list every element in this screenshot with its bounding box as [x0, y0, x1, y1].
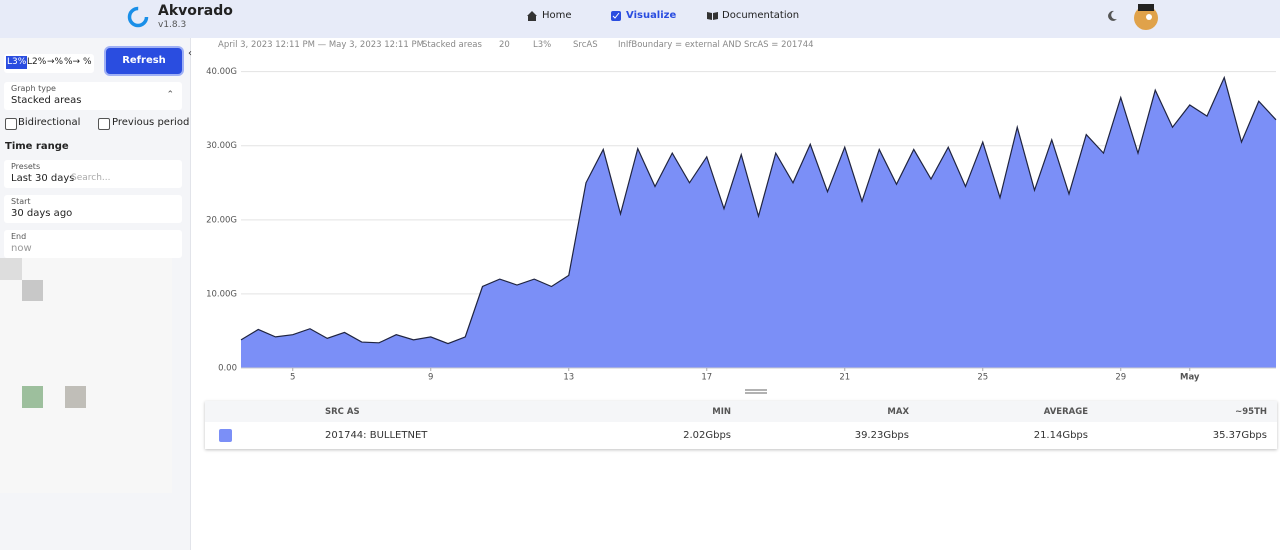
blurred-area [22, 386, 43, 408]
sidebar: L3% L2% →% %→ % Refresh Graph type Stack… [0, 38, 191, 550]
refresh-button[interactable]: Refresh [106, 48, 182, 74]
summary-dimension: SrcAS [573, 40, 598, 50]
nav-link[interactable]: Home [542, 10, 572, 21]
field-value: 30 days ago [11, 208, 73, 219]
presets-select[interactable]: Presets Last 30 days Search... [4, 160, 182, 188]
y-tick-label: 40.00G [206, 67, 237, 77]
y-tick-label: 0.00 [218, 364, 237, 374]
x-tick-label: 21 [839, 373, 850, 383]
search-placeholder: Search... [71, 173, 111, 183]
cell: 35.37Gbps [1212, 430, 1267, 441]
nav-link-active[interactable]: Visualize [626, 10, 677, 21]
chevron: ⌃ [166, 90, 174, 100]
field-label: Graph type [11, 84, 56, 93]
area-line [240, 75, 1277, 345]
summary-range: April 3, 2023 12:11 PM — May 3, 2023 12:… [218, 40, 424, 50]
x-tick-label: 25 [977, 373, 988, 383]
cell: 2.02Gbps [683, 430, 731, 441]
area [241, 77, 1276, 368]
logo [127, 6, 149, 28]
x-tick-label: 29 [1115, 373, 1126, 383]
summary-unit: L3% [533, 40, 552, 50]
section-title: Time range [5, 141, 69, 152]
field-value: Last 30 days [11, 173, 75, 184]
cell: 21.14Gbps [1033, 430, 1088, 441]
top-bar: Akvorado v1.8.3 Home Visualize Documenta… [0, 0, 1280, 38]
unit-button[interactable]: %→ [64, 57, 81, 67]
field-value: Stacked areas [11, 95, 82, 106]
x-tick-label: 5 [290, 373, 295, 383]
x-tick-label: 9 [428, 373, 433, 383]
column-header: MAX [887, 407, 909, 417]
summary-graph-type: Stacked areas [422, 40, 482, 50]
y-tick-label: 10.00G [206, 289, 237, 299]
end-input[interactable]: End now [4, 230, 182, 258]
field-label: End [11, 232, 27, 241]
field-label: Start [11, 197, 31, 206]
checkbox[interactable] [5, 118, 17, 130]
blurred-area [22, 280, 43, 301]
blurred-area [65, 386, 86, 408]
y-tick-label: 20.00G [206, 215, 237, 225]
docs-icon [707, 12, 718, 20]
cell: 39.23Gbps [854, 430, 909, 441]
graph-type-select[interactable]: Graph type Stacked areas ⌃ [4, 82, 182, 110]
column-header: SRC AS [325, 407, 360, 417]
legend-swatch[interactable] [219, 429, 232, 442]
summary-filter: InIfBoundary = external AND SrcAS = 2017… [618, 40, 814, 50]
nav-link[interactable]: Documentation [722, 10, 800, 21]
unit-button[interactable]: L3% [6, 56, 28, 69]
checkbox-label: Bidirectional [18, 117, 81, 128]
summary-limit: 20 [499, 40, 510, 50]
unit-button[interactable]: % [83, 57, 92, 67]
x-tick-label: May [1180, 373, 1200, 383]
x-tick-label: 13 [563, 373, 574, 383]
version: v1.8.3 [158, 20, 187, 30]
chart: 0.00 10.00G 20.00G 30.00G 40.00G 5 9 13 17 21 25 29… [206, 67, 1277, 383]
field-label: Presets [11, 162, 41, 171]
checkbox-label: Previous period [112, 117, 190, 128]
home-icon [527, 11, 537, 21]
unit-button[interactable]: L2% [27, 57, 47, 67]
visualize-icon [611, 11, 621, 21]
app-name: Akvorado [158, 3, 233, 19]
blurred-area [0, 258, 22, 280]
theme-toggle[interactable] [1106, 10, 1118, 22]
y-tick-label: 30.00G [206, 141, 237, 151]
avatar[interactable] [1132, 2, 1160, 32]
column-header: MIN [712, 407, 731, 417]
table-header [205, 401, 1277, 422]
collapse-toggle[interactable]: ‹ [188, 48, 192, 59]
x-tick-label: 17 [701, 373, 712, 383]
checkbox[interactable] [98, 118, 110, 130]
resize-handle[interactable] [745, 389, 767, 395]
column-header: ~95TH [1235, 407, 1267, 417]
summary-table: SRC AS MIN MAX AVERAGE ~95TH 201744: BUL… [205, 401, 1277, 449]
field-value: now [11, 243, 32, 254]
start-input[interactable]: Start 30 days ago [4, 195, 182, 223]
column-header: AVERAGE [1043, 407, 1088, 417]
unit-button[interactable]: →% [47, 57, 64, 67]
cell: 201744: BULLETNET [325, 430, 428, 441]
